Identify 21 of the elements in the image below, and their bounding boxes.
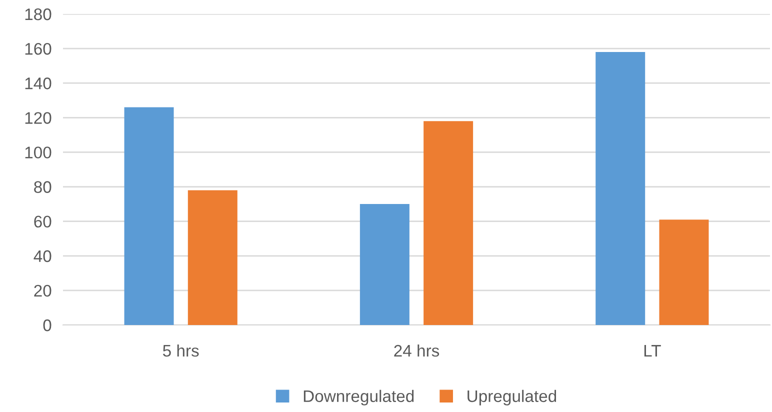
x-tick-label: 24 hrs	[394, 344, 440, 357]
legend-label: Upregulated	[468, 390, 556, 406]
y-tick-label: 40	[34, 250, 52, 262]
y-tick-label: 120	[25, 112, 52, 124]
x-tick-label: 5 hrs	[162, 344, 199, 357]
y-tick-label: 160	[25, 42, 52, 55]
bar	[659, 220, 709, 325]
y-tick-label: 0	[43, 319, 52, 332]
y-tick-label: 100	[25, 146, 52, 158]
bar	[188, 190, 238, 325]
bar	[360, 204, 410, 325]
bar	[124, 107, 174, 325]
y-tick-label: 80	[34, 181, 52, 193]
x-tick-label: LT	[644, 345, 661, 357]
bar	[596, 52, 646, 325]
legend-label: Downregulated	[304, 390, 414, 406]
bar	[424, 121, 474, 325]
y-tick-label: 180	[25, 8, 52, 20]
y-tick-label: 20	[34, 284, 52, 297]
y-tick-label: 140	[25, 78, 52, 90]
y-tick-label: 60	[34, 216, 52, 228]
